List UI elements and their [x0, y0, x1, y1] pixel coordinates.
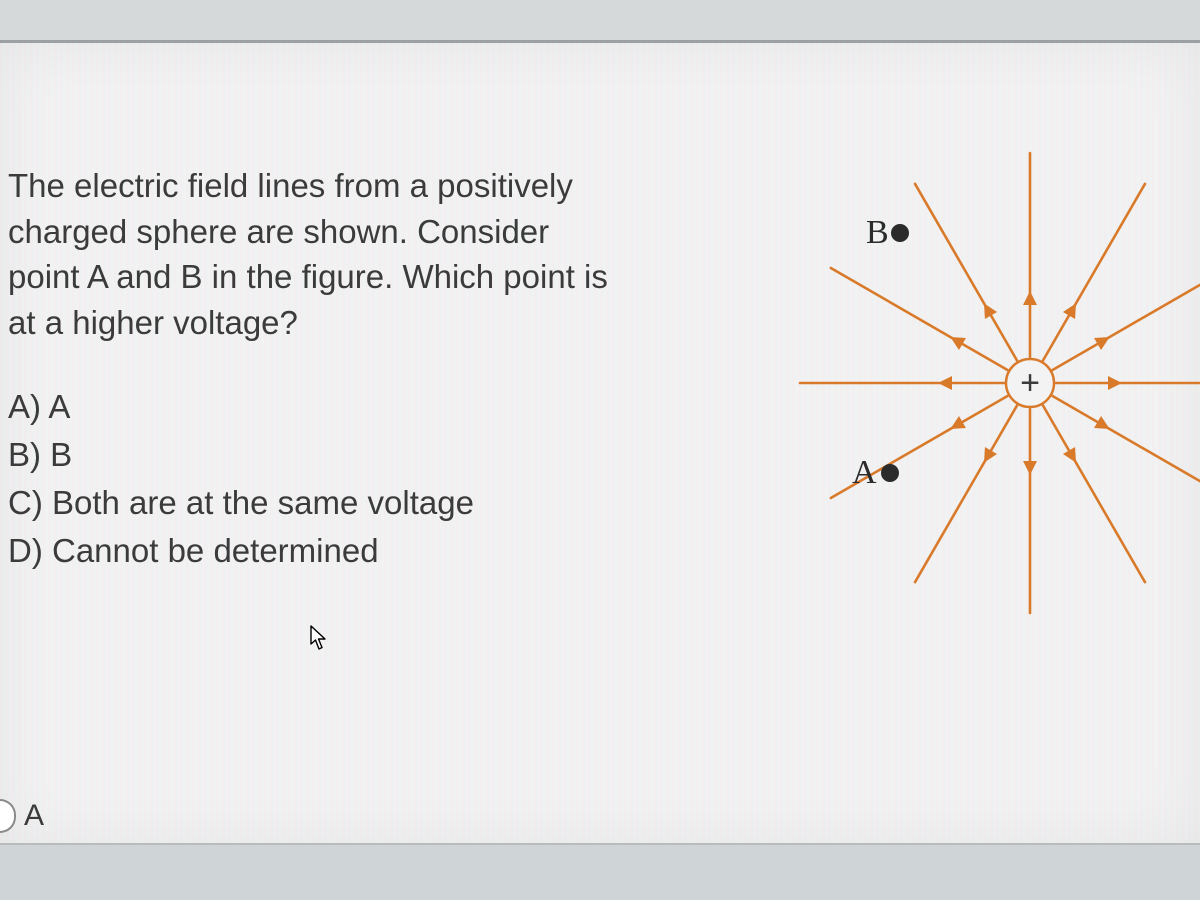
option-d[interactable]: D) Cannot be determined [8, 527, 474, 575]
field-line-arrowhead-icon [1023, 291, 1037, 305]
field-line [1043, 184, 1145, 361]
field-line [1053, 396, 1200, 498]
field-line [1043, 406, 1145, 583]
field-line-arrowhead-icon [938, 376, 952, 390]
field-line [831, 268, 1008, 370]
point-b-dot [891, 224, 909, 242]
captured-photo-frame: The electric field lines from a positive… [0, 0, 1200, 900]
answer-options-list: A) A B) B C) Both are at the same voltag… [8, 383, 474, 574]
selected-answer-row[interactable]: A [0, 799, 44, 833]
field-line [1053, 268, 1200, 370]
radio-icon[interactable] [0, 799, 16, 833]
field-line [915, 406, 1017, 583]
plus-icon: + [1020, 364, 1040, 402]
option-c[interactable]: C) Both are at the same voltage [8, 479, 474, 527]
quiz-screen: The electric field lines from a positive… [0, 40, 1200, 845]
option-b[interactable]: B) B [8, 431, 474, 479]
field-line [915, 184, 1017, 361]
point-a-dot [881, 464, 899, 482]
field-lines-figure: + A B [670, 133, 1200, 613]
mouse-cursor-icon [310, 625, 328, 651]
selected-answer-label: A [24, 799, 44, 833]
field-lines-svg: + A B [670, 133, 1200, 613]
question-prompt: The electric field lines from a positive… [8, 163, 628, 345]
point-b-label: B [866, 214, 889, 251]
field-line-arrowhead-icon [1023, 461, 1037, 475]
field-line-arrowhead-icon [1108, 376, 1122, 390]
point-a-label: A [852, 454, 877, 491]
option-a[interactable]: A) A [8, 383, 474, 431]
